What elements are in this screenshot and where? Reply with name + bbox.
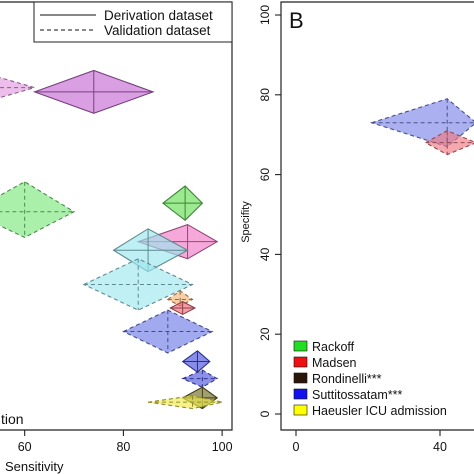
legend-label: Suttitossatam*** <box>312 388 402 402</box>
legend-entry-haeusler-icu-admission: Haeusler ICU admission <box>293 404 447 418</box>
legend-label-validation: Validation dataset <box>104 23 211 38</box>
panel-a-marker-13 <box>148 395 223 410</box>
panel-b-axis-frame <box>280 1 474 431</box>
panel-b-axes: 0 20 40 60 80 100 0 40 <box>258 5 447 454</box>
panel-b-legend: Rackoff Madsen Rondinelli*** Suttitossatam*… <box>293 340 447 418</box>
panel-a-marker-3 <box>161 185 204 222</box>
legend-swatch <box>293 388 308 400</box>
panel-a-marker-2 <box>0 181 76 239</box>
panel-a-x-axis: 60 80 100 <box>18 430 233 454</box>
legend-label-derivation: Derivation dataset <box>104 8 213 23</box>
panel-a: 60 80 100 Sensitivity tion Derivation data… <box>0 1 233 474</box>
legend-swatch <box>293 372 308 384</box>
panel-a-marker-11 <box>181 369 219 388</box>
panel-b-x-tick-label-1: 40 <box>433 440 447 454</box>
panel-a-marker-6 <box>82 258 194 311</box>
legend-entry-rondinelli: Rondinelli*** <box>293 372 382 386</box>
panel-a-marker-8 <box>169 300 197 316</box>
legend-swatch <box>293 340 308 352</box>
panel-a-x-tick-label-2: 100 <box>212 440 233 454</box>
panel-a-legend-box <box>33 1 233 43</box>
panel-b-marker-1 <box>424 130 474 156</box>
panel-b: B 0 20 40 60 80 100 0 40 Specifity Rackoff Madse… <box>240 1 474 454</box>
panel-a-corner-text: tion <box>1 411 24 427</box>
legend-label: Madsen <box>312 356 357 370</box>
panel-a-marker-0 <box>0 77 37 99</box>
legend-label: Rondinelli*** <box>312 372 382 386</box>
panel-a-markers <box>0 69 223 410</box>
panel-a-legend: Derivation dataset Validation dataset <box>33 1 233 43</box>
legend-swatch <box>293 356 308 368</box>
legend-swatch <box>293 404 308 416</box>
panel-b-y-tick-label-5: 100 <box>258 5 272 25</box>
panel-b-markers <box>369 98 474 156</box>
legend-entry-suttitossatam: Suttitossatam*** <box>293 388 402 402</box>
legend-label: Haeusler ICU admission <box>312 404 447 418</box>
panel-a-marker-7 <box>166 290 194 307</box>
panel-a-marker-10 <box>181 350 211 373</box>
legend-entry-rackoff: Rackoff <box>293 340 355 354</box>
panel-b-x-tick-label-0: 0 <box>293 440 300 454</box>
panel-a-marker-1 <box>32 69 155 114</box>
panel-a-x-tick-label-0: 60 <box>18 440 32 454</box>
legend-entry-madsen: Madsen <box>293 356 357 370</box>
panel-b-y-axis-label: Specifity <box>240 201 252 243</box>
panel-b-label: B <box>289 8 304 33</box>
panel-b-y-tick-label-0: 0 <box>258 410 272 417</box>
panel-b-y-tick-label-4: 80 <box>258 88 272 102</box>
panel-b-y-tick-label-1: 20 <box>258 327 272 341</box>
legend-label: Rackoff <box>312 340 355 354</box>
panel-b-y-tick-label-2: 40 <box>258 247 272 261</box>
panel-a-x-axis-label: Sensitivity <box>5 459 64 474</box>
panel-a-x-tick-label-1: 80 <box>116 440 130 454</box>
panel-a-marker-9 <box>122 309 214 354</box>
panel-b-y-tick-label-3: 60 <box>258 168 272 182</box>
